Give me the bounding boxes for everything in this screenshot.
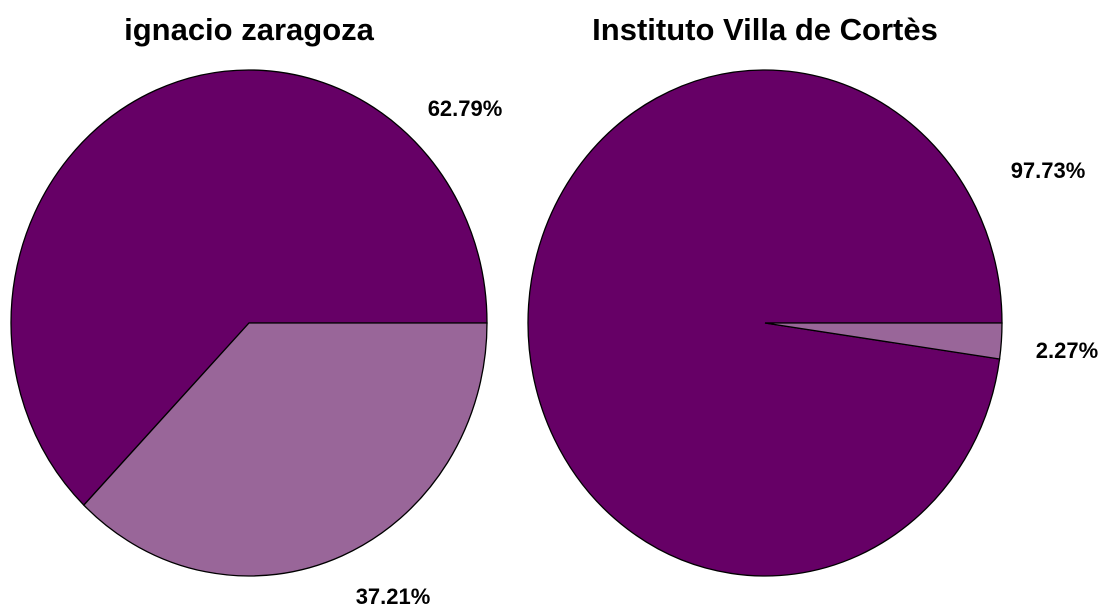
data-label: 2.27% [1036,338,1098,363]
pie-slice [82,322,488,577]
chart-title: Instituto Villa de Cortès [592,12,938,47]
pie-slice [764,322,1003,360]
data-label: 97.73% [1011,158,1086,183]
data-label: 62.79% [428,96,503,121]
chart-title: ignacio zaragoza [124,12,375,47]
data-label: 37.21% [356,584,431,609]
pie-slice [10,69,488,507]
